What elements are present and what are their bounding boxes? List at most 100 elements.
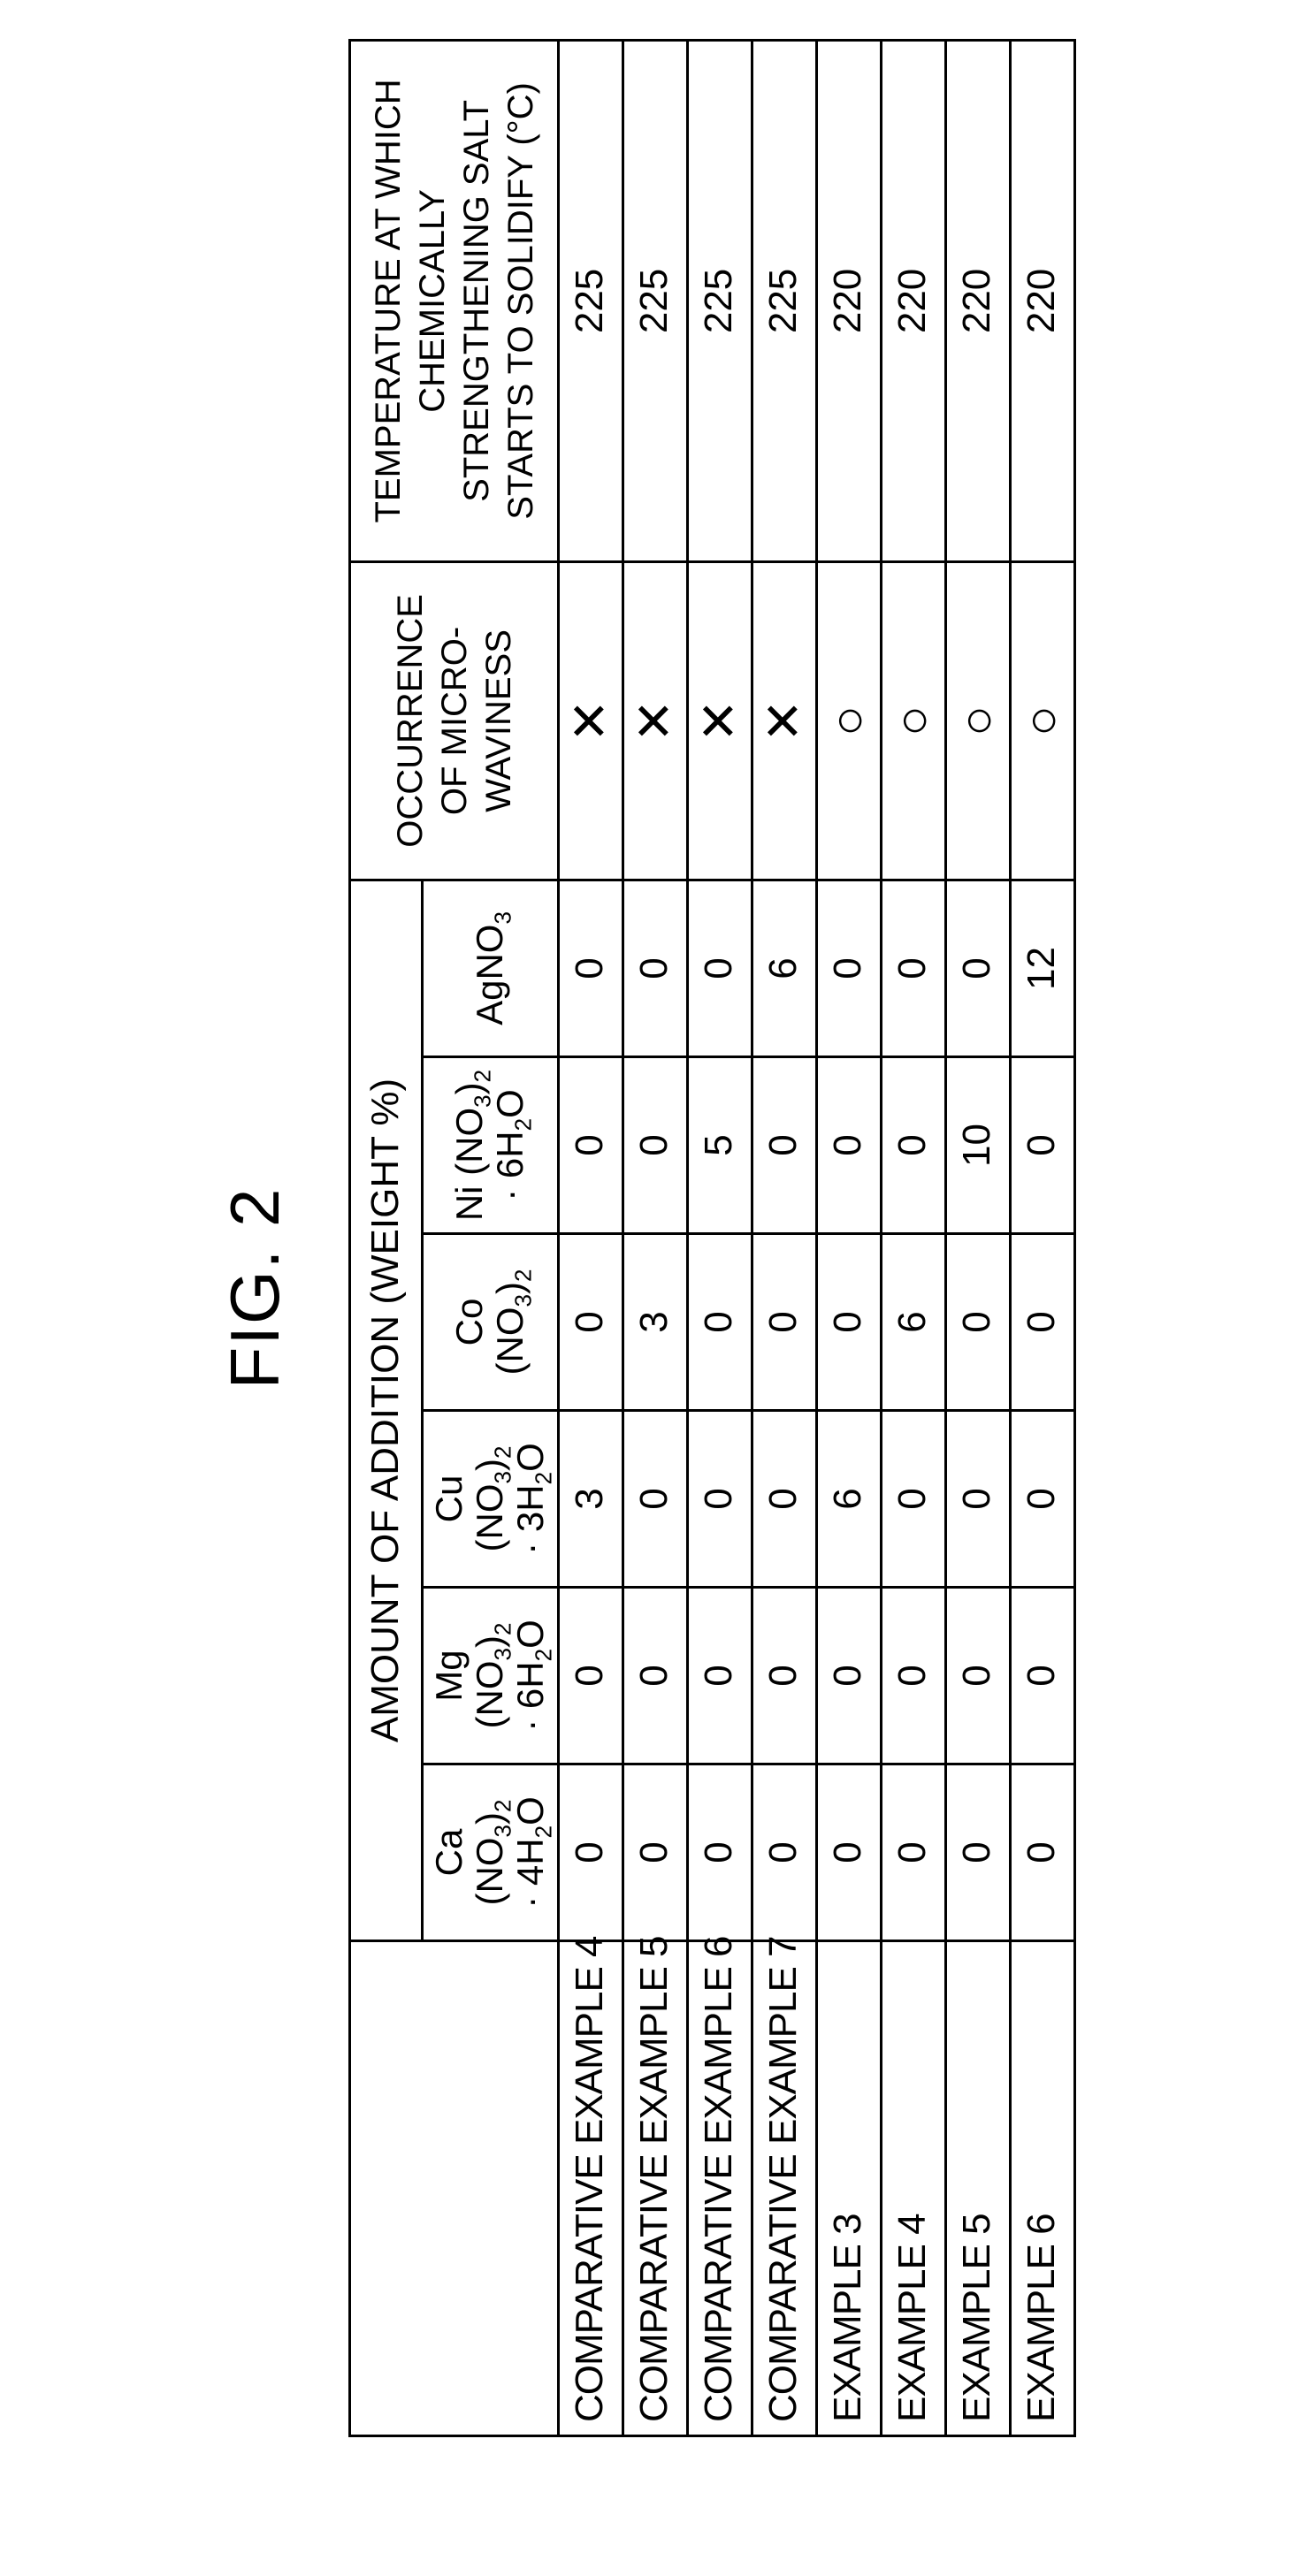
cell-mg: 0: [881, 1588, 945, 1764]
cell-ag: 0: [687, 880, 752, 1056]
col-ag: AgNO3: [423, 880, 559, 1056]
table-row: COMPARATIVE EXAMPLE 6 0 0 0 0 5 0 ✕ 225: [687, 40, 752, 2435]
page-rotation-wrapper: FIG. 2 AMOUNT OF ADDITION (WEIGHT %) OCC…: [0, 643, 1291, 1933]
cell-ag: 6: [752, 880, 816, 1056]
cell-co: 0: [558, 1234, 623, 1411]
col-ca: Ca (NO3)2 · 4H2O: [423, 1764, 559, 1941]
cell-mg: 0: [623, 1588, 687, 1764]
cell-ag: 12: [1010, 880, 1074, 1056]
row-label: COMPARATIVE EXAMPLE 4: [558, 1941, 623, 2436]
cu-l1: Cu (NO: [428, 1475, 510, 1552]
cell-ag: 0: [881, 880, 945, 1056]
table-row: COMPARATIVE EXAMPLE 7 0 0 0 0 0 6 ✕ 225: [752, 40, 816, 2435]
cell-occ: ✕: [623, 561, 687, 880]
cell-ni: 10: [945, 1057, 1010, 1234]
cell-mg: 0: [687, 1588, 752, 1764]
header-temperature-text: TEMPERATURE AT WHICH CHEMICALLY STRENGTH…: [369, 79, 540, 522]
ca-l2sub: 2: [531, 1825, 557, 1838]
cell-cu: 3: [558, 1411, 623, 1588]
mg-l2post: O: [509, 1620, 551, 1649]
cell-ca: 0: [881, 1764, 945, 1941]
cell-mg: 0: [1010, 1588, 1074, 1764]
figure-title: FIG. 2: [215, 139, 295, 2437]
cell-temp: 220: [816, 40, 881, 561]
cell-ag: 0: [623, 880, 687, 1056]
cell-mg: 0: [558, 1588, 623, 1764]
ca-mid: ): [469, 1812, 510, 1825]
ag-sub1: 3: [490, 911, 516, 924]
cell-ca: 0: [558, 1764, 623, 1941]
cell-co: 0: [752, 1234, 816, 1411]
mg-l2sub: 2: [531, 1649, 557, 1661]
cu-mid: ): [469, 1459, 510, 1471]
header-amount: AMOUNT OF ADDITION (WEIGHT %): [350, 880, 423, 1940]
cell-ni: 0: [1010, 1057, 1074, 1234]
figure-content: FIG. 2 AMOUNT OF ADDITION (WEIGHT %) OCC…: [215, 139, 1075, 2437]
row-label: COMPARATIVE EXAMPLE 5: [623, 1941, 687, 2436]
cell-ag: 0: [945, 880, 1010, 1056]
ca-l1: Ca (NO: [428, 1829, 510, 1906]
cell-temp: 220: [945, 40, 1010, 561]
cell-ni: 0: [752, 1057, 816, 1234]
cell-cu: 0: [1010, 1411, 1074, 1588]
ag-l1: AgNO: [469, 925, 510, 1025]
header-temperature: TEMPERATURE AT WHICH CHEMICALLY STRENGTH…: [350, 40, 558, 561]
cell-ca: 0: [816, 1764, 881, 1941]
ni-l2pre: · 6H: [489, 1131, 531, 1200]
col-cu: Cu (NO3)2 · 3H2O: [423, 1411, 559, 1588]
cell-occ: ✕: [752, 561, 816, 880]
row-label: COMPARATIVE EXAMPLE 6: [687, 1941, 752, 2436]
cell-occ: ✕: [558, 561, 623, 880]
cell-ni: 0: [558, 1057, 623, 1234]
cell-temp: 225: [687, 40, 752, 561]
header-occurrence: OCCURRENCE OF MICRO-WAVINESS: [350, 561, 558, 880]
ni-l1: Ni (NO: [448, 1108, 490, 1221]
cell-cu: 0: [752, 1411, 816, 1588]
header-blank: [350, 1941, 558, 2436]
header-row-1: AMOUNT OF ADDITION (WEIGHT %) OCCURRENCE…: [350, 40, 423, 2435]
cell-mg: 0: [752, 1588, 816, 1764]
table-row: COMPARATIVE EXAMPLE 4 0 0 3 0 0 0 ✕ 225: [558, 40, 623, 2435]
cell-co: 3: [623, 1234, 687, 1411]
cell-co: 0: [945, 1234, 1010, 1411]
cell-cu: 0: [623, 1411, 687, 1588]
cu-l2sub: 2: [531, 1472, 557, 1484]
cell-ni: 0: [881, 1057, 945, 1234]
cell-ag: 0: [816, 880, 881, 1056]
co-sub1: 3: [510, 1294, 537, 1307]
row-label: EXAMPLE 5: [945, 1941, 1010, 2436]
row-label: COMPARATIVE EXAMPLE 7: [752, 1941, 816, 2436]
cell-occ: ○: [1010, 561, 1074, 880]
cell-occ: ○: [881, 561, 945, 880]
cell-mg: 0: [945, 1588, 1010, 1764]
cell-cu: 0: [945, 1411, 1010, 1588]
cell-ni: 5: [687, 1057, 752, 1234]
cell-occ: ○: [945, 561, 1010, 880]
ca-l2post: O: [509, 1796, 551, 1825]
table-row: EXAMPLE 4 0 0 0 6 0 0 ○ 220: [881, 40, 945, 2435]
cell-ca: 0: [687, 1764, 752, 1941]
header-occurrence-text: OCCURRENCE OF MICRO-WAVINESS: [391, 594, 518, 848]
ni-mid: ): [448, 1082, 490, 1094]
cell-temp: 220: [881, 40, 945, 561]
cell-temp: 225: [558, 40, 623, 561]
cell-occ: ✕: [687, 561, 752, 880]
ni-l2post: O: [489, 1089, 531, 1118]
cell-co: 0: [816, 1234, 881, 1411]
cell-temp: 220: [1010, 40, 1074, 561]
cell-co: 0: [687, 1234, 752, 1411]
cell-ca: 0: [1010, 1764, 1074, 1941]
cu-l2post: O: [509, 1443, 551, 1472]
cell-co: 6: [881, 1234, 945, 1411]
cell-cu: 0: [687, 1411, 752, 1588]
table-row: EXAMPLE 6 0 0 0 0 0 12 ○ 220: [1010, 40, 1074, 2435]
data-table: AMOUNT OF ADDITION (WEIGHT %) OCCURRENCE…: [348, 39, 1075, 2437]
table-row: EXAMPLE 5 0 0 0 0 10 0 ○ 220: [945, 40, 1010, 2435]
cell-ca: 0: [623, 1764, 687, 1941]
cell-cu: 0: [881, 1411, 945, 1588]
cell-ni: 0: [623, 1057, 687, 1234]
co-l1: Co (NO: [448, 1299, 531, 1376]
cell-temp: 225: [752, 40, 816, 561]
cell-cu: 6: [816, 1411, 881, 1588]
col-mg: Mg (NO3)2 · 6H2O: [423, 1588, 559, 1764]
